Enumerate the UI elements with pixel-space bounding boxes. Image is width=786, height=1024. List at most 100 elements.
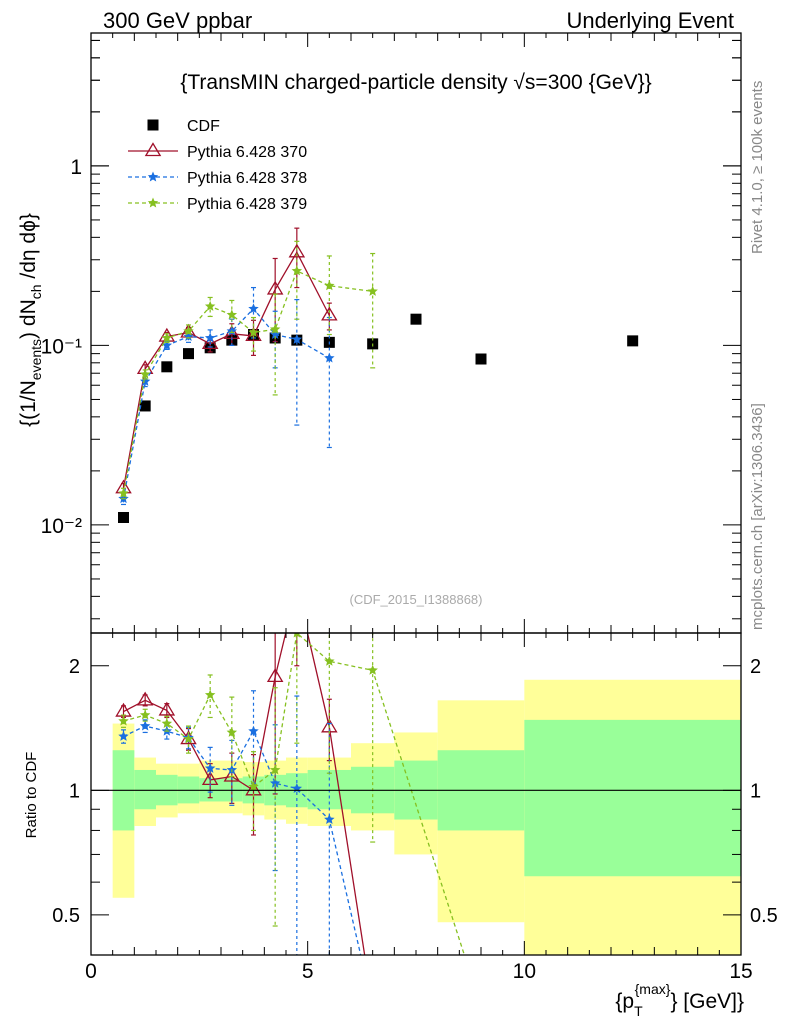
- inner-band-bin: [134, 769, 156, 810]
- series-line: [122, 250, 330, 489]
- side-label-mcplots: mcplots.cern.ch [arXiv:1306.3436]: [749, 403, 766, 630]
- series-pythia-6-428-378: [118, 690, 362, 955]
- data-point-star: [183, 331, 194, 342]
- data-point-triangle: [290, 580, 304, 592]
- main-y-label: {(1/Nevents) dNch /dη dϕ}: [17, 213, 44, 427]
- x-tick-label: 15: [729, 960, 752, 983]
- header-right: Underlying Event: [566, 8, 734, 33]
- data-point-square: [147, 119, 159, 131]
- data-point-star: [269, 764, 281, 775]
- ratio-y-tick-label-right: 2: [750, 656, 761, 678]
- data-point-star: [118, 487, 129, 498]
- data-point-square: [161, 361, 173, 373]
- ratio-y-tick-label-left: 1: [69, 780, 80, 802]
- data-point-star: [293, 633, 301, 638]
- data-point-star: [183, 733, 194, 744]
- main-series-group: [115, 227, 639, 523]
- ratio-y-label: Ratio to CDF: [23, 752, 40, 839]
- data-point-star: [161, 718, 173, 729]
- data-point-square: [118, 511, 129, 523]
- data-point-star: [226, 726, 238, 737]
- data-point-triangle: [245, 327, 262, 342]
- data-point-star: [324, 814, 335, 824]
- data-point-star: [226, 309, 238, 320]
- data-point-star: [248, 781, 259, 792]
- x-axis-label: {pT{max}} [GeV]}: [615, 981, 744, 1019]
- data-point-star: [324, 655, 335, 666]
- data-point-star: [204, 762, 216, 773]
- ratio-y-tick-label-right: 0.5: [750, 905, 778, 927]
- data-point-star: [139, 709, 151, 720]
- data-point-star: [204, 689, 216, 700]
- axes-group: 0 5 10 15 10⁻² 10⁻¹ 1 0.5 0.5 1 1 2 2: [41, 32, 778, 983]
- legend-label: Pythia 6.428 378: [187, 170, 307, 187]
- data-point-star: [139, 375, 151, 386]
- data-point-triangle: [144, 142, 162, 157]
- chart-title: {TransMIN charged-particle density √s=30…: [180, 71, 651, 94]
- ratio-series-group: [115, 580, 466, 955]
- series-line: [122, 270, 373, 494]
- legend-entry: Pythia 6.428 379: [128, 196, 307, 213]
- data-point-star: [269, 329, 281, 339]
- legend-entry: Pythia 6.428 370: [128, 142, 307, 161]
- series-pythia-6-428-379: [118, 633, 466, 955]
- data-point-star: [248, 303, 259, 314]
- ratio-y-tick-label-left: 2: [69, 656, 80, 678]
- data-point-star: [204, 300, 216, 311]
- data-point-square: [183, 348, 194, 360]
- legend-label: Pythia 6.428 379: [187, 196, 307, 213]
- legend-entry: CDF: [147, 118, 220, 135]
- data-point-star: [183, 325, 194, 336]
- data-point-star: [248, 725, 259, 736]
- legend-label: CDF: [187, 118, 220, 135]
- data-point-star: [367, 285, 378, 296]
- data-point-star: [324, 352, 335, 363]
- legend-label: Pythia 6.428 370: [187, 144, 307, 161]
- legend-entry: Pythia 6.428 378: [128, 170, 307, 187]
- data-point-triangle: [223, 767, 241, 782]
- legend: CDF Pythia 6.428 370 Pythia 6.428 378 Pythi…: [128, 118, 307, 213]
- series-pythia-6-428-378: [118, 286, 335, 506]
- y-tick-label: 1: [70, 156, 82, 179]
- data-point-star: [147, 197, 159, 208]
- x-tick-label: 0: [85, 960, 97, 983]
- ratio-y-tick-label-right: 1: [750, 780, 761, 802]
- data-point-square: [139, 400, 151, 412]
- data-point-star: [139, 720, 151, 731]
- data-point-star: [291, 333, 303, 344]
- series-line: [122, 307, 330, 499]
- data-point-star: [139, 368, 151, 379]
- analysis-id: (CDF_2015_I1388868): [350, 592, 483, 607]
- series-cdf: [118, 313, 639, 523]
- data-point-star: [118, 730, 129, 741]
- data-point-triangle: [266, 668, 284, 683]
- data-point-star: [118, 715, 129, 726]
- series-pythia-6-428-379: [118, 240, 378, 500]
- series-pythia-6-428-370: [115, 227, 338, 494]
- inner-band-bin: [524, 719, 741, 877]
- data-point-triangle: [288, 243, 306, 258]
- data-point-star: [248, 327, 259, 337]
- ratio-y-tick-label-left: 0.5: [52, 905, 80, 927]
- data-point-triangle: [158, 701, 176, 716]
- data-point-star: [269, 777, 281, 788]
- data-point-square: [627, 335, 639, 347]
- y-tick-label: 10⁻¹: [41, 335, 82, 358]
- data-point-square: [410, 313, 422, 325]
- data-point-star: [161, 332, 173, 343]
- data-point-star: [147, 171, 159, 182]
- data-point-star: [324, 280, 335, 291]
- data-point-star: [269, 323, 281, 334]
- data-point-star: [291, 265, 303, 276]
- side-label-rivet: Rivet 4.1.0, ≥ 100k events: [749, 81, 766, 254]
- data-point-square: [475, 353, 487, 365]
- x-tick-label: 10: [513, 960, 536, 983]
- y-tick-label: 10⁻²: [41, 515, 82, 538]
- x-tick-label: 5: [302, 960, 314, 983]
- data-point-star: [204, 332, 216, 343]
- ratio-uncertainty-bands: [112, 679, 741, 955]
- data-point-triangle: [136, 691, 154, 706]
- data-point-star: [161, 339, 173, 350]
- data-point-star: [367, 664, 378, 675]
